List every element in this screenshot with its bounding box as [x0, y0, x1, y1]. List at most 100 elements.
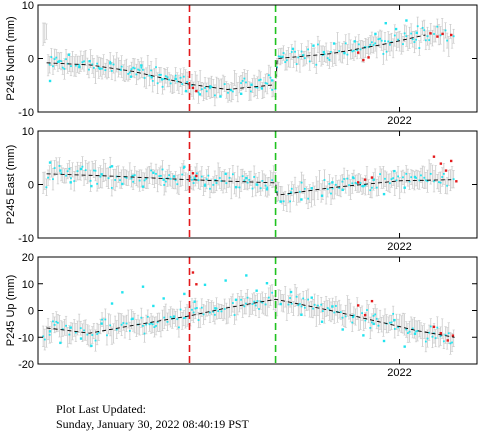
- data-point: [114, 179, 117, 181]
- data-point: [346, 53, 349, 56]
- data-point: [320, 303, 323, 306]
- series-1-point: [69, 181, 72, 184]
- data-point: [182, 317, 185, 320]
- data-point: [424, 340, 427, 343]
- data-point: [315, 63, 318, 66]
- series-1-point: [193, 177, 196, 180]
- data-point: [132, 180, 135, 183]
- series-1-point: [270, 79, 274, 82]
- data-point: [428, 331, 431, 334]
- data-point: [94, 169, 97, 172]
- data-point: [107, 177, 110, 180]
- data-point: [410, 176, 413, 179]
- data-point: [408, 180, 411, 183]
- data-point: [326, 307, 329, 309]
- data-point: [120, 65, 123, 68]
- data-point: [238, 186, 241, 189]
- data-point: [178, 326, 180, 329]
- data-point: [361, 185, 363, 188]
- data-point: [431, 335, 434, 338]
- data-point: [156, 82, 159, 85]
- data-point: [351, 50, 354, 53]
- data-point: [61, 328, 64, 331]
- series-1-point: [403, 345, 406, 348]
- data-point: [364, 184, 367, 187]
- data-point: [163, 184, 166, 186]
- data-point: [53, 323, 56, 326]
- data-point: [150, 169, 153, 172]
- data-point: [158, 73, 161, 76]
- data-point: [209, 187, 211, 190]
- data-point: [192, 182, 195, 184]
- data-point: [282, 52, 285, 54]
- series-1-point: [183, 292, 186, 296]
- series-1-point: [183, 165, 186, 169]
- series-1-point: [372, 322, 375, 326]
- data-point: [361, 312, 363, 315]
- data-point: [248, 178, 251, 181]
- data-point: [442, 172, 445, 175]
- y-tick-label: -10: [18, 233, 34, 245]
- data-point: [423, 176, 426, 179]
- data-point: [140, 316, 143, 319]
- series-1-point: [79, 167, 83, 171]
- data-point: [271, 88, 274, 91]
- data-point: [405, 328, 408, 331]
- series-1-point: [110, 165, 114, 168]
- series-1-point: [255, 289, 258, 292]
- data-point: [52, 178, 54, 181]
- x-tick-label: 2022: [387, 367, 411, 379]
- data-point: [99, 175, 102, 178]
- series-1-point: [172, 315, 176, 318]
- data-point: [79, 327, 82, 330]
- data-point: [369, 327, 372, 329]
- x-tick-label: 2022: [387, 115, 411, 127]
- data-point: [231, 173, 234, 176]
- data-point: [253, 176, 256, 178]
- data-point: [366, 309, 368, 311]
- data-point: [382, 53, 385, 55]
- series-2-point: [195, 174, 198, 178]
- data-point: [243, 305, 246, 308]
- data-point: [261, 301, 264, 304]
- data-point: [200, 306, 203, 309]
- data-point: [135, 73, 138, 76]
- data-point: [410, 32, 413, 35]
- series-1-point: [322, 50, 325, 54]
- plot-updated-footer: Plot Last Updated: Sunday, January 30, 2…: [50, 387, 257, 432]
- series-1-point: [384, 21, 387, 25]
- data-point: [196, 172, 198, 175]
- series-1-point: [219, 95, 222, 98]
- data-point: [160, 73, 162, 76]
- data-point: [392, 312, 395, 315]
- data-point: [444, 334, 447, 336]
- data-point: [444, 29, 447, 32]
- data-point: [160, 174, 162, 177]
- updated-datetime: Sunday, January 30, 2022 08:40:19 PST: [56, 417, 249, 431]
- data-point: [415, 38, 417, 41]
- data-point: [122, 322, 125, 324]
- data-point: [421, 27, 424, 29]
- data-point: [351, 182, 354, 185]
- data-point: [213, 313, 216, 316]
- data-point: [213, 94, 216, 97]
- series-1-point: [341, 328, 344, 331]
- series-2-point: [429, 32, 432, 35]
- data-point: [151, 323, 154, 326]
- data-point: [88, 68, 90, 71]
- data-point: [209, 87, 211, 90]
- data-point: [323, 179, 326, 181]
- data-point: [393, 34, 396, 37]
- data-point: [370, 41, 373, 44]
- series-2-point: [439, 332, 443, 335]
- series-1-point: [245, 176, 248, 180]
- y-tick-label: -10: [18, 332, 34, 344]
- series-1-point: [343, 51, 346, 55]
- data-point: [434, 337, 437, 340]
- data-point: [181, 83, 184, 85]
- series-1-point: [260, 87, 264, 90]
- series-2-point: [363, 178, 367, 181]
- data-point: [287, 303, 290, 306]
- data-point: [125, 176, 128, 179]
